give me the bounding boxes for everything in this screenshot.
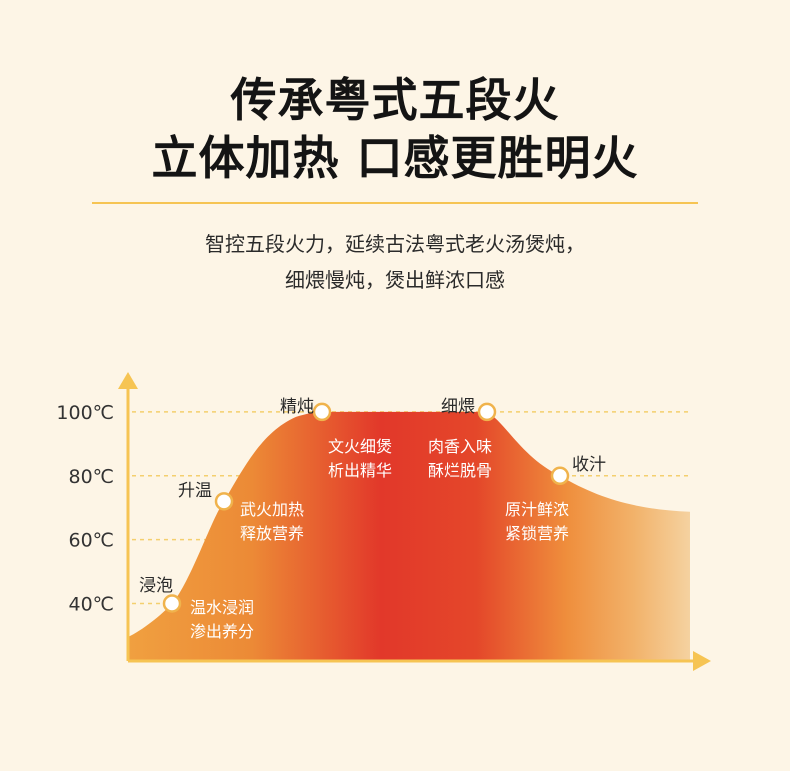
subtitle-line-1: 智控五段火力，延续古法粤式老火汤煲炖，	[205, 232, 585, 256]
stage-marker	[477, 402, 497, 422]
stage-name: 收汁	[572, 455, 606, 475]
stage-name: 细煨	[441, 397, 475, 417]
stage-name: 升温	[178, 481, 212, 501]
y-tick-label: 60℃	[68, 530, 114, 552]
stage-marker	[162, 594, 182, 613]
y-tick-label: 100℃	[56, 402, 114, 424]
y-tick-label: 40℃	[68, 594, 114, 616]
x-axis-arrow-icon	[693, 651, 711, 671]
y-axis-arrow-icon	[118, 372, 138, 389]
stage-description: 文火细煲	[328, 437, 392, 456]
stage-description: 酥烂脱骨	[428, 461, 492, 480]
stage-description: 肉香入味	[428, 437, 492, 456]
stage-description: 渗出养分	[190, 622, 254, 641]
y-tick-label: 80℃	[68, 466, 114, 488]
stage-description: 释放营养	[240, 524, 304, 543]
divider	[92, 202, 698, 204]
stage-description: 温水浸润	[190, 598, 254, 617]
stage-description: 析出精华	[328, 461, 392, 480]
stage-marker	[550, 466, 570, 486]
title-line-1: 传承粤式五段火	[230, 73, 560, 127]
subtitle-line-2: 细煨慢炖，煲出鲜浓口感	[285, 268, 505, 292]
stage-name: 浸泡	[139, 576, 173, 596]
title-line-2: 立体加热 口感更胜明火	[151, 131, 639, 185]
stage-name: 精炖	[280, 397, 314, 417]
stage-marker	[214, 492, 234, 511]
temperature-area	[128, 411, 690, 661]
stage-description: 紧锁营养	[505, 524, 569, 543]
stage-marker	[312, 402, 332, 422]
stage-description: 原汁鲜浓	[505, 500, 569, 519]
stage-description: 武火加热	[240, 500, 304, 519]
